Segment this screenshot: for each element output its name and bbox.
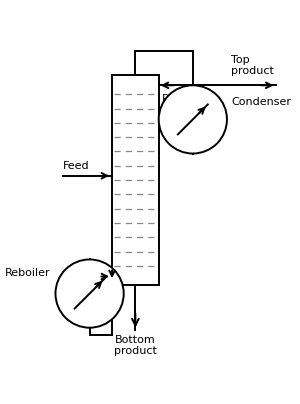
- Text: Bottom
product: Bottom product: [114, 335, 157, 356]
- Text: Reflux: Reflux: [161, 94, 196, 104]
- Text: Reboiler: Reboiler: [5, 268, 51, 278]
- Bar: [112, 74, 159, 286]
- Text: Top
product: Top product: [231, 55, 274, 76]
- Circle shape: [159, 85, 227, 154]
- Text: Feed: Feed: [63, 161, 89, 171]
- Circle shape: [56, 259, 124, 328]
- Text: Condenser: Condenser: [231, 97, 291, 107]
